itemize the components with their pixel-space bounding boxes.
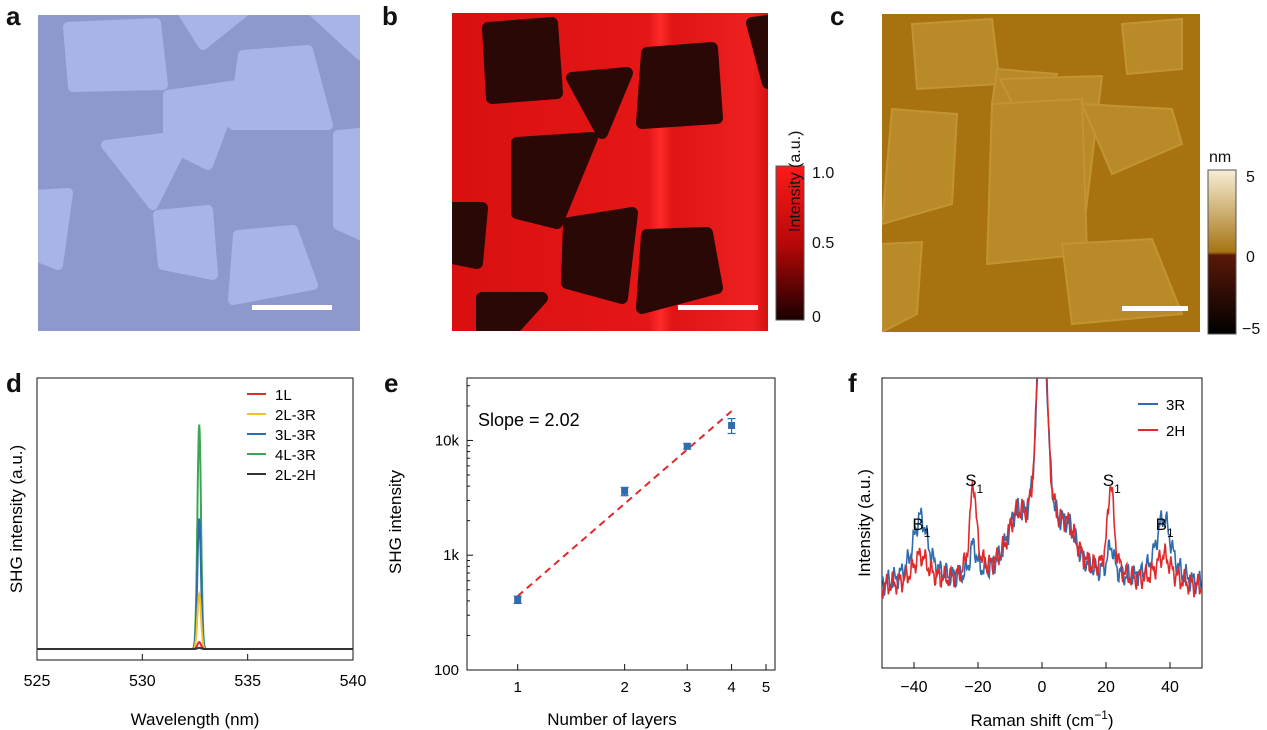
chart-d-series-line	[37, 646, 353, 650]
chart-d-xtick-label: 530	[129, 673, 156, 690]
chart-e-xlabel: Number of layers	[547, 710, 676, 729]
chart-e-annotation: Slope = 2.02	[478, 410, 580, 430]
chart-d-series-line	[37, 518, 353, 650]
chart-e-point	[514, 596, 522, 604]
chart-f-xtick-label: −40	[900, 679, 927, 696]
chart-e-shg-vs-layers: 1 2 3 4 5 100 1k 10k Slope = 2.02 Number of lay…	[386, 377, 776, 729]
chart-d-xtick-label: 525	[24, 673, 51, 690]
chart-e-point	[728, 421, 736, 429]
chart-f-peak-label: B1	[912, 515, 930, 540]
chart-f-xtick-label: 20	[1097, 679, 1115, 696]
colorbar-c-tick: 0	[1246, 249, 1255, 266]
chart-f-xtick-label: 40	[1161, 679, 1179, 696]
chart-f-xtick-label: 0	[1038, 679, 1047, 696]
scale-bar	[678, 305, 758, 310]
chart-e-ytick-label: 100	[434, 662, 459, 679]
chart-d-xtick-label: 535	[234, 673, 261, 690]
chart-d-xlabel: Wavelength (nm)	[131, 710, 260, 729]
colorbar-c-tick: 5	[1246, 169, 1255, 186]
chart-e-point	[621, 487, 629, 495]
legend-label: 4L-3R	[275, 447, 316, 464]
scale-bar	[252, 305, 332, 310]
chart-e-xtick-label: 4	[727, 679, 735, 696]
colorbar-c: nm 5 0 −5	[1207, 149, 1260, 338]
colorbar-c-tick: −5	[1242, 321, 1260, 338]
chart-e-xtick-label: 3	[683, 679, 691, 696]
legend-label: 2L-2H	[275, 467, 316, 484]
panel-label-b: b	[382, 1, 398, 31]
colorbar-b-tick: 0.5	[812, 235, 834, 252]
chart-e-xtick-label: 1	[514, 679, 522, 696]
chart-f-xtick-label: −20	[964, 679, 991, 696]
optical-image	[38, 15, 360, 331]
colorbar-b-tick: 1.0	[812, 165, 834, 182]
chart-f-peak-label: S1	[1103, 471, 1121, 496]
legend-label: 2H	[1166, 423, 1185, 440]
chart-d-xtick-label: 540	[340, 673, 367, 690]
chart-d-ylabel: SHG intensity (a.u.)	[7, 445, 26, 593]
chart-e-point	[683, 442, 691, 450]
colorbar-c-title: nm	[1209, 149, 1231, 166]
chart-f-series-line	[882, 378, 1202, 599]
chart-f-xlabel: Raman shift (cm−1)	[970, 708, 1113, 730]
chart-d-shg-spectra: 525 530 535 540 1L 2L-3R 3L-3R 4L-3R 2L-2H Wave…	[7, 377, 367, 729]
colorbar-b: Intensity (a.u.) 1.0 0.5 0	[775, 131, 834, 326]
legend-label: 3R	[1166, 397, 1185, 414]
colorbar-b-tick: 0	[812, 309, 821, 326]
chart-e-xtick-label: 5	[762, 679, 770, 696]
legend-label: 2L-3R	[275, 407, 316, 424]
chart-e-xtick-label: 2	[620, 679, 628, 696]
legend-label: 1L	[275, 387, 292, 404]
chart-e-ytick-label: 1k	[443, 547, 459, 564]
chart-f-ylabel: Intensity (a.u.)	[855, 469, 874, 577]
shg-map-image	[452, 13, 768, 331]
panel-label-d: d	[6, 368, 22, 398]
chart-e-ylabel: SHG intensity	[386, 470, 405, 574]
afm-image	[882, 14, 1200, 332]
panel-label-e: e	[384, 368, 399, 398]
legend-label: 3L-3R	[275, 427, 316, 444]
chart-e-fit-line	[517, 410, 733, 597]
chart-f-series-line	[882, 378, 1202, 596]
scale-bar	[1122, 306, 1188, 311]
chart-e-ytick-label: 10k	[435, 432, 460, 449]
panel-label-f: f	[848, 368, 857, 398]
panel-label-c: c	[830, 1, 845, 31]
panel-label-a: a	[6, 1, 21, 31]
colorbar-b-title: Intensity (a.u.)	[787, 131, 804, 232]
